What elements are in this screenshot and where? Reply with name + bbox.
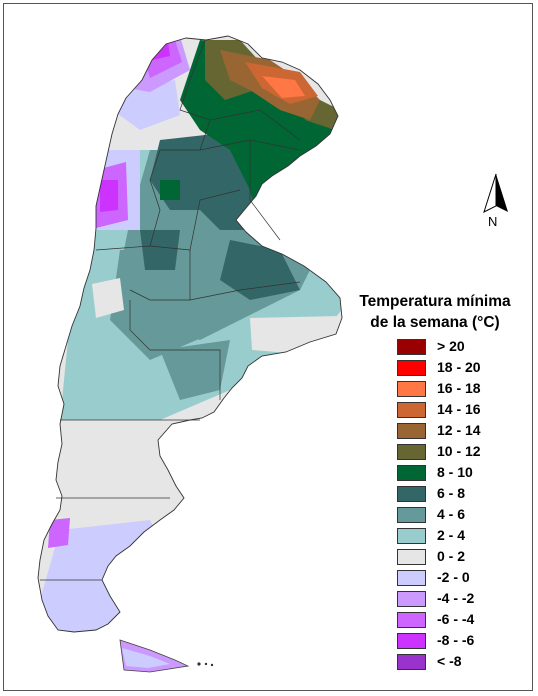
legend-swatch — [397, 465, 426, 481]
legend-title-line2: de la semana (°C) — [370, 314, 500, 331]
legend-label: -8 - -6 — [437, 632, 475, 648]
legend-swatch — [397, 507, 426, 523]
legend-swatch — [397, 402, 426, 418]
legend-label: -6 - -4 — [437, 611, 475, 627]
legend-swatch — [397, 381, 426, 397]
legend-swatch — [397, 549, 426, 565]
legend-swatch — [397, 528, 426, 544]
legend-swatch — [397, 591, 426, 607]
legend-swatch — [397, 612, 426, 628]
legend-title: Temperatura mínima de la semana (°C) — [340, 291, 530, 333]
legend-label: 6 - 8 — [437, 485, 466, 501]
legend-label: 8 - 10 — [437, 464, 473, 480]
legend-label: 10 - 12 — [437, 443, 481, 459]
legend-label: 0 - 2 — [437, 548, 466, 564]
legend-title-line1: Temperatura mínima — [359, 293, 511, 310]
legend-swatch — [397, 633, 426, 649]
legend-label: -2 - 0 — [437, 569, 470, 585]
legend-swatch — [397, 570, 426, 586]
legend-label: 16 - 18 — [437, 380, 481, 396]
legend-label: 12 - 14 — [437, 422, 481, 438]
legend-label: -4 - -2 — [437, 590, 475, 606]
legend-label: 2 - 4 — [437, 527, 466, 543]
legend-label: 18 - 20 — [437, 359, 481, 375]
legend-label: 14 - 16 — [437, 401, 481, 417]
legend-swatch — [397, 654, 426, 670]
legend-label: > 20 — [437, 338, 465, 354]
north-arrow-icon — [483, 173, 508, 213]
legend-swatch — [397, 339, 426, 355]
legend-swatch — [397, 423, 426, 439]
legend-swatch — [397, 360, 426, 376]
legend-label: 4 - 6 — [437, 506, 466, 522]
legend-swatch — [397, 444, 426, 460]
compass-label: N — [488, 214, 498, 229]
legend-label: < -8 — [437, 653, 462, 669]
legend-swatch — [397, 486, 426, 502]
